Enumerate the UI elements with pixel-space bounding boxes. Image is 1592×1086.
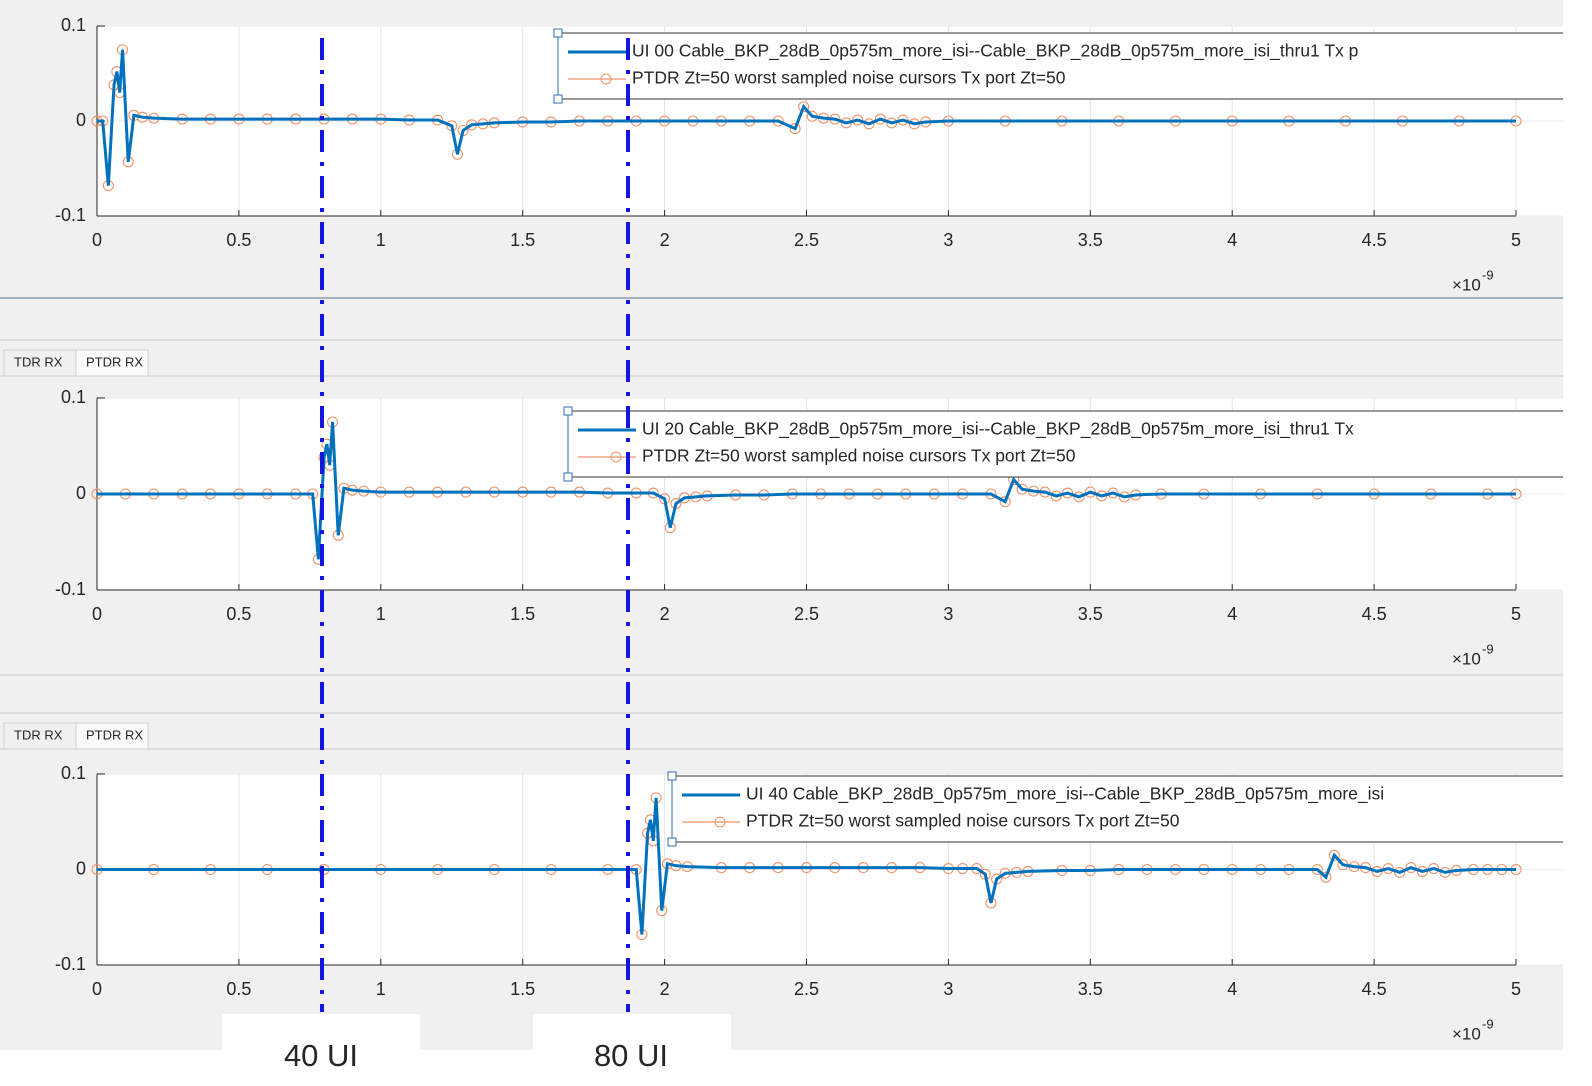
x-tick-label: 1.5 [510, 230, 535, 250]
label-box [222, 1014, 420, 1086]
marker [1405, 862, 1417, 874]
x-tick-label: 0.5 [226, 230, 251, 250]
x-tick-label: 3 [943, 230, 953, 250]
series-line [97, 49, 1516, 186]
marker [798, 101, 810, 113]
x-tick-label: 2 [660, 979, 670, 999]
x-tick-label: 0 [92, 604, 102, 624]
x-tick-label: 3.5 [1078, 604, 1103, 624]
x-exponent-base: ×10 [1452, 1024, 1481, 1043]
legend-box[interactable] [567, 410, 1592, 478]
legend-handle[interactable] [563, 406, 573, 416]
marker [1394, 866, 1406, 878]
x-tick-label: 4 [1227, 604, 1237, 624]
legend-handle[interactable] [563, 472, 573, 482]
x-tick-label: 1.5 [510, 604, 535, 624]
legend-marker [600, 73, 612, 85]
annotation: 80 UI [594, 1038, 668, 1073]
x-tick-label: 5 [1511, 230, 1521, 250]
legend-marker [610, 451, 622, 463]
tab[interactable] [75, 349, 149, 377]
legend-handle[interactable] [667, 771, 677, 781]
x-exponent-base: ×10 [1452, 275, 1481, 294]
x-tick-label: 2 [660, 230, 670, 250]
y-tick-label: 0.1 [61, 15, 86, 35]
y-tick-label: 0.1 [61, 763, 86, 783]
legend-label: UI 00 Cable_BKP_28dB_0p575m_more_isi--Ca… [632, 41, 1358, 62]
tab-label[interactable]: PTDR RX [86, 727, 143, 742]
marker [863, 118, 875, 130]
marker [874, 113, 886, 125]
x-tick-label: 4.5 [1362, 979, 1387, 999]
x-tick-label: 4 [1227, 979, 1237, 999]
legend-box[interactable] [671, 775, 1592, 843]
x-tick-label: 0 [92, 979, 102, 999]
x-tick-label: 1.5 [510, 979, 535, 999]
legend-handle[interactable] [553, 28, 563, 38]
x-tick-label: 4 [1227, 230, 1237, 250]
marker [1328, 849, 1340, 861]
x-tick-label: 2 [660, 604, 670, 624]
y-tick-label: 0 [76, 483, 86, 503]
x-tick-label: 2.5 [794, 604, 819, 624]
x-exponent-base: ×10 [1452, 649, 1481, 668]
tab-label[interactable]: TDR RX [14, 727, 63, 742]
legend-handle[interactable] [553, 94, 563, 104]
x-tick-label: 3 [943, 979, 953, 999]
y-tick-label: -0.1 [55, 579, 86, 599]
x-tick-label: 4.5 [1362, 230, 1387, 250]
tab-label[interactable]: TDR RX [14, 354, 63, 369]
marker [789, 123, 801, 135]
legend-label: PTDR Zt=50 worst sampled noise cursors T… [642, 446, 1076, 466]
x-exponent-power: -9 [1482, 641, 1494, 656]
x-tick-label: 1 [376, 230, 386, 250]
x-exponent-power: -9 [1482, 267, 1494, 282]
y-tick-label: 0 [76, 110, 86, 130]
series-line [97, 797, 1516, 935]
tab[interactable] [3, 722, 77, 750]
x-tick-label: 5 [1511, 604, 1521, 624]
label-box [533, 1014, 731, 1086]
x-tick-label: 3.5 [1078, 979, 1103, 999]
y-tick-label: -0.1 [55, 954, 86, 974]
annotation: 40 UI [284, 1038, 358, 1073]
series-line [97, 421, 1516, 560]
tab[interactable] [75, 722, 149, 750]
marker [1073, 491, 1085, 503]
y-tick-label: 0.1 [61, 387, 86, 407]
y-tick-label: 0 [76, 858, 86, 878]
x-tick-label: 4.5 [1362, 604, 1387, 624]
tab[interactable] [3, 349, 77, 377]
legend-label: UI 20 Cable_BKP_28dB_0p575m_more_isi--Ca… [642, 419, 1354, 440]
x-tick-label: 5 [1511, 979, 1521, 999]
marker [1320, 871, 1332, 883]
x-tick-label: 1 [376, 604, 386, 624]
y-tick-label: -0.1 [55, 205, 86, 225]
legend-label: PTDR Zt=50 worst sampled noise cursors T… [632, 68, 1066, 88]
legend-label: PTDR Zt=50 worst sampled noise cursors T… [746, 811, 1180, 831]
x-tick-label: 3 [943, 604, 953, 624]
x-tick-label: 3.5 [1078, 230, 1103, 250]
figure-area: 0 0.5 1 1.5 2 2.5 3 3.5 4 4.5 5-0.100.1×10-9UI 00 … [0, 15, 1592, 1043]
x-tick-label: 1 [376, 979, 386, 999]
legend-box[interactable] [557, 32, 1592, 100]
marker [999, 496, 1011, 508]
legend-label: UI 40 Cable_BKP_28dB_0p575m_more_isi--Ca… [746, 784, 1384, 805]
tab-label[interactable]: PTDR RX [86, 354, 143, 369]
x-exponent-power: -9 [1482, 1016, 1494, 1031]
x-tick-label: 0 [92, 230, 102, 250]
marker [1084, 486, 1096, 498]
x-tick-label: 2.5 [794, 230, 819, 250]
legend-handle[interactable] [667, 837, 677, 847]
x-tick-label: 0.5 [226, 604, 251, 624]
x-tick-label: 0.5 [226, 979, 251, 999]
x-tick-label: 2.5 [794, 979, 819, 999]
legend-marker [714, 816, 726, 828]
